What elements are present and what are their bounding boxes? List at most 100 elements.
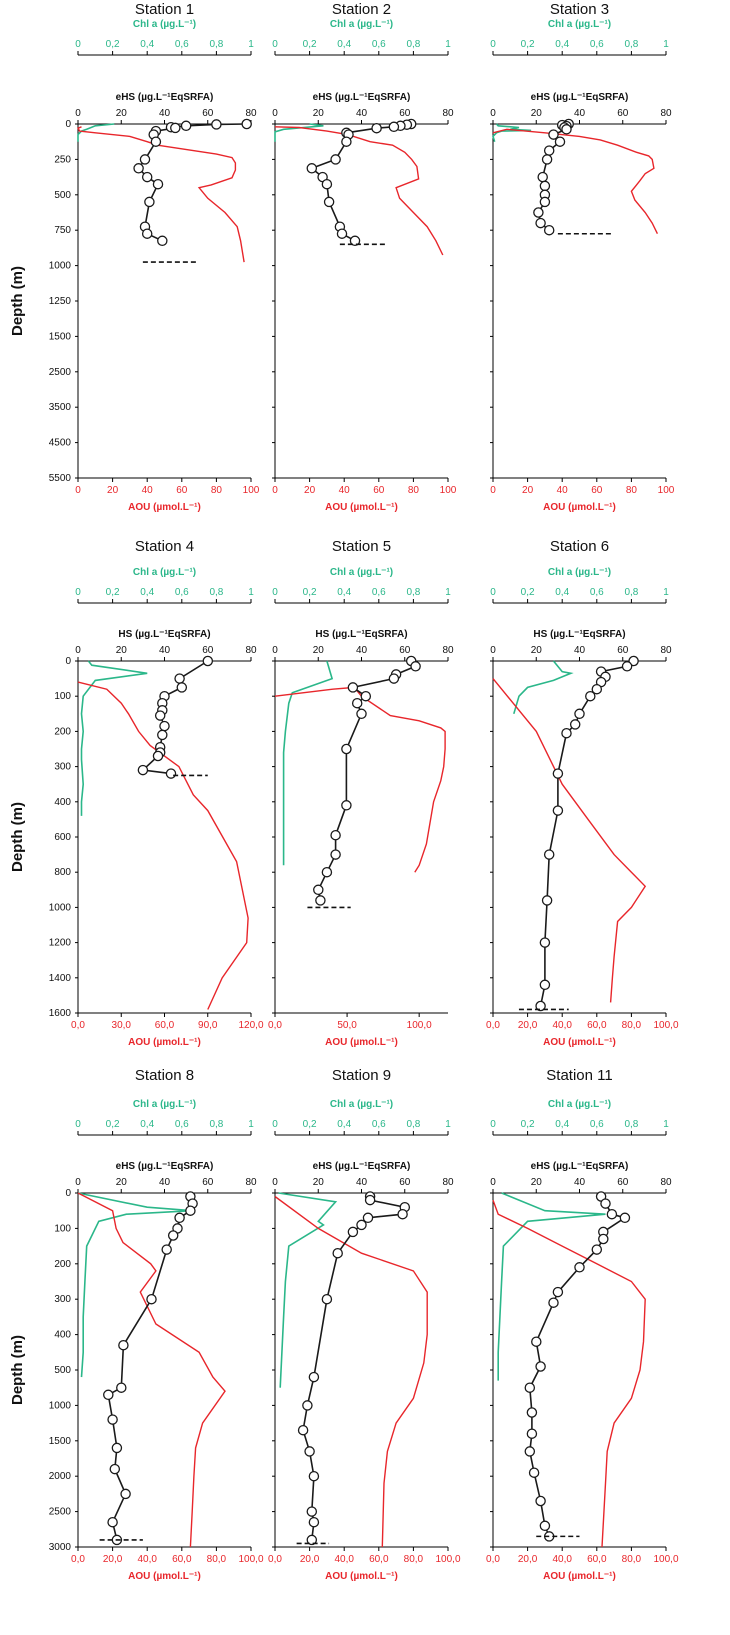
hs-data-point — [524, 1446, 536, 1457]
hs-data-point — [107, 1414, 118, 1425]
hs-data-point — [165, 768, 177, 779]
chl-series-line — [274, 123, 324, 142]
chl-tick-label: 0 — [75, 39, 81, 50]
chl-tick-label: 1 — [663, 587, 669, 598]
chl-tick-label: 0,6 — [590, 1119, 604, 1130]
hs-data-point — [600, 1198, 611, 1209]
hs-data-point — [543, 849, 555, 860]
chl-tick-label: 0,4 — [555, 1119, 569, 1130]
hs-data-point — [535, 1495, 546, 1507]
aou-tick-label: 80,0 — [404, 1554, 424, 1565]
hs-data-point — [150, 136, 162, 147]
chl-series-line — [77, 123, 115, 142]
hs-data-point — [315, 895, 326, 906]
aou-tick-label: 100 — [440, 485, 457, 496]
chl-series-line — [80, 660, 148, 816]
chart-panel: Station 11 Chl a (µg.L⁻¹) 0 0,2 0,4 0,6 0,8 1 eH… — [486, 1067, 679, 1582]
chl-tick-label: 0,6 — [590, 587, 604, 598]
aou-tick-label: 80 — [408, 485, 420, 496]
hs-data-point — [152, 178, 164, 190]
hs-tick-label: 0 — [490, 645, 496, 656]
hs-data-point — [539, 196, 551, 208]
aou-tick-label: 100,0 — [653, 1554, 678, 1565]
aou-series-line — [76, 126, 245, 263]
hs-tick-label: 80 — [442, 1177, 454, 1188]
hs-data-point — [524, 1382, 536, 1393]
panel-title: Station 8 — [135, 1067, 194, 1084]
aou-series-line — [492, 128, 659, 235]
hs-data-point — [330, 154, 341, 165]
aou-tick-label: 40 — [339, 485, 351, 496]
aou-tick-label: 60,0 — [369, 1554, 389, 1565]
hs-data-point — [539, 1520, 551, 1532]
hs-tick-label: 80 — [660, 108, 672, 119]
hs-tick-label: 40 — [159, 1177, 171, 1188]
hs-data-point — [141, 228, 153, 239]
hs-tick-label: 60 — [202, 108, 214, 119]
aou-axis-label: AOU (µmol.L⁻¹) — [325, 1571, 398, 1582]
hs-data-point — [552, 805, 564, 816]
depth-tick-label: 300 — [54, 1294, 71, 1305]
chl-axis-label: Chl a (µg.L⁻¹) — [330, 1099, 393, 1110]
chl-series-line — [497, 1192, 606, 1381]
chl-tick-label: 0 — [272, 1119, 278, 1130]
chl-tick-label: 0 — [75, 1119, 81, 1130]
hs-data-point — [574, 1262, 585, 1273]
hs-tick-label: 60 — [202, 1177, 214, 1188]
aou-tick-label: 60,0 — [155, 1020, 175, 1031]
depth-tick-label: 2000 — [49, 1471, 72, 1482]
hs-data-point — [341, 136, 352, 147]
depth-tick-label: 2500 — [49, 1507, 72, 1518]
hs-data-point — [591, 1244, 603, 1255]
chl-tick-label: 0 — [272, 39, 278, 50]
depth-tick-label: 500 — [54, 190, 71, 201]
hs-data-point — [297, 1424, 309, 1436]
aou-tick-label: 100,0 — [407, 1020, 432, 1031]
aou-tick-label: 40 — [557, 485, 569, 496]
hs-tick-label: 40 — [574, 1177, 586, 1188]
hs-data-point — [548, 1297, 559, 1308]
hs-data-point — [146, 1293, 157, 1305]
hs-tick-label: 40 — [356, 645, 368, 656]
hs-axis-label: eHS (µg.L⁻¹EqSRFA) — [313, 92, 411, 103]
hs-data-point — [585, 690, 596, 702]
hs-tick-label: 80 — [660, 1177, 672, 1188]
depth-tick-label: 200 — [54, 726, 71, 737]
hs-tick-label: 20 — [116, 108, 128, 119]
hs-series-line — [302, 1196, 406, 1540]
chl-tick-label: 0,8 — [406, 1119, 420, 1130]
hs-data-point — [306, 1534, 318, 1546]
aou-tick-label: 40,0 — [334, 1554, 354, 1565]
aou-series-line — [77, 681, 249, 1010]
hs-data-point — [321, 866, 333, 878]
hs-data-point — [528, 1467, 540, 1478]
hs-data-point — [541, 895, 553, 906]
hs-tick-label: 80 — [245, 645, 257, 656]
depth-tick-label: 4500 — [49, 438, 72, 449]
hs-data-point — [330, 849, 341, 860]
panel-title: Station 11 — [546, 1067, 612, 1084]
chl-tick-label: 0,6 — [175, 1119, 189, 1130]
hs-data-point — [543, 145, 555, 156]
aou-tick-label: 30,0 — [112, 1020, 132, 1031]
aou-axis-label: AOU (µmol.L⁻¹) — [325, 502, 398, 513]
chl-axis-label: Chl a (µg.L⁻¹) — [133, 1099, 196, 1110]
hs-tick-label: 40 — [356, 108, 368, 119]
depth-tick-label: 500 — [54, 1365, 71, 1376]
depth-tick-label: 2500 — [49, 367, 72, 378]
hs-axis-label: eHS (µg.L⁻¹EqSRFA) — [531, 1161, 629, 1172]
aou-tick-label: 90,0 — [198, 1020, 218, 1031]
chart-panel: Station 5 Chl a (µg.L⁻¹) 0 0,2 0,4 0,6 0,8 1 HS … — [268, 538, 454, 1048]
hs-tick-label: 20 — [531, 1177, 543, 1188]
aou-tick-label: 0,0 — [268, 1554, 282, 1565]
hs-data-point — [561, 124, 572, 135]
chl-axis-label: Chl a (µg.L⁻¹) — [330, 567, 393, 578]
chl-tick-label: 0,2 — [521, 1119, 535, 1130]
aou-tick-label: 60,0 — [587, 1554, 607, 1565]
hs-data-point — [107, 1516, 118, 1528]
depth-tick-label: 1600 — [49, 1008, 72, 1019]
aou-tick-label: 0,0 — [268, 1020, 282, 1031]
hs-data-point — [388, 121, 400, 133]
